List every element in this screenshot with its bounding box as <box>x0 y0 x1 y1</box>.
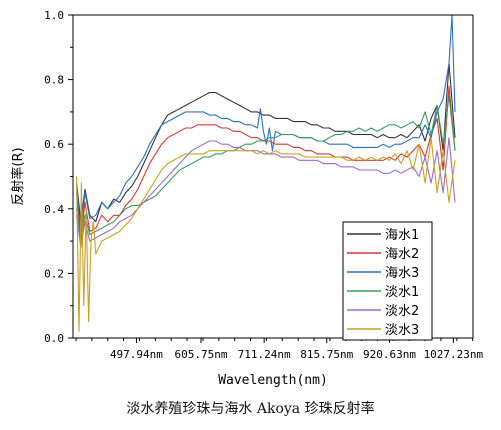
legend-label-4: 淡水1 <box>385 285 419 300</box>
series-line-4 <box>76 95 456 242</box>
x-tick-label: 497.94nm <box>110 348 163 361</box>
x-tick-label: 711.24nm <box>238 348 291 361</box>
y-tick-label: 0.0 <box>44 332 64 345</box>
series-line-5 <box>76 137 456 249</box>
legend-label-2: 海水2 <box>385 247 419 262</box>
legend-label-6: 淡水3 <box>385 323 419 338</box>
y-tick-label: 1.0 <box>44 9 64 22</box>
series-line-3 <box>76 15 456 232</box>
y-tick-label: 0.4 <box>44 203 64 216</box>
x-tick-label: 1027.23nm <box>424 348 484 361</box>
y-tick-label: 0.8 <box>44 74 64 87</box>
series-line-6 <box>76 137 456 333</box>
y-axis-title: 反射率(R) <box>10 147 26 205</box>
x-axis-title: Wavelength(nm) <box>218 373 328 388</box>
axes-layer: 0.0 0.2 0.4 0.6 0.8 1.0 497.94nm 605.75nm 711.24… <box>44 9 483 361</box>
series-line-1 <box>76 62 456 223</box>
x-tick-label: 605.75nm <box>175 348 228 361</box>
figure-caption: 淡水养殖珍珠与海水 Akoya 珍珠反射率 <box>126 401 375 417</box>
legend-label-3: 海水3 <box>385 266 419 281</box>
series-layer <box>76 15 456 333</box>
y-tick-label: 0.2 <box>44 267 64 280</box>
y-tick-label: 0.6 <box>44 138 64 151</box>
legend-label-1: 海水1 <box>385 228 419 243</box>
x-tick-label: 920.63nm <box>363 348 416 361</box>
x-tick-label: 815.75nm <box>300 348 353 361</box>
legend-box <box>342 221 433 341</box>
legend-label-5: 淡水2 <box>385 304 419 319</box>
legend: 海水1 海水2 海水3 淡水1 淡水2 淡水3 <box>342 221 433 341</box>
reflectance-chart: 0.0 0.2 0.4 0.6 0.8 1.0 497.94nm 605.75nm 711.24… <box>10 9 484 388</box>
